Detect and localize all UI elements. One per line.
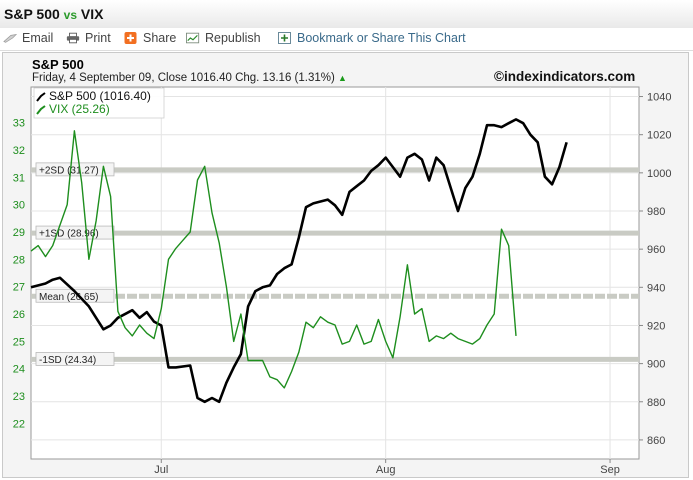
level-label-2: Mean (26.65)	[39, 292, 98, 303]
right-axis: 860 880 900 920 940 960 980 1000 1020 1040	[639, 92, 671, 447]
level-label-0: +2SD (31.27)	[39, 165, 99, 176]
level-label-1: +1SD (28.96)	[39, 229, 99, 240]
x-axis: Jul Aug Sep	[154, 459, 620, 476]
left-tick-label-7: 29	[13, 227, 25, 239]
x-tick-label-0: Jul	[154, 464, 168, 476]
print-button[interactable]: Print	[66, 31, 111, 45]
chart-title: S&P 500	[32, 57, 84, 72]
spx-line	[30, 118, 568, 404]
right-tick-label-1: 880	[647, 397, 665, 409]
brand-watermark: ©indexindicators.com	[494, 69, 636, 84]
legend: S&P 500 (1016.40)VIX (25.26)	[33, 87, 165, 119]
share-icon	[124, 32, 137, 44]
bookmark-button[interactable]: Bookmark or Share This Chart	[278, 31, 466, 45]
page-title: S&P 500 vs VIX	[4, 6, 104, 22]
left-tick-label-6: 28	[13, 254, 25, 266]
left-tick-label-2: 24	[13, 364, 25, 376]
subtitle-date: Friday, 4 September 09, Close 1016.40 Ch…	[32, 72, 335, 84]
left-tick-label-10: 32	[13, 145, 25, 157]
republish-button[interactable]: Republish	[186, 31, 261, 45]
left-tick-label-11: 33	[13, 118, 25, 130]
left-axis: 22 23 24 25 26 27 28 29 30 31 32 33	[13, 118, 25, 431]
share-button[interactable]: Share	[124, 31, 176, 45]
right-tick-label-6: 980	[647, 206, 665, 218]
legend-swatch-0	[36, 92, 46, 102]
plot-area	[30, 86, 640, 460]
left-tick-label-1: 23	[13, 391, 25, 403]
republish-label: Republish	[205, 31, 261, 45]
right-tick-label-9: 1040	[647, 92, 671, 104]
level-label-3: -1SD (24.34)	[39, 355, 96, 366]
share-label: Share	[143, 31, 177, 45]
chart-subtitle: Friday, 4 September 09, Close 1016.40 Ch…	[32, 72, 347, 84]
email-icon	[3, 33, 17, 43]
title-vs: vs	[63, 8, 78, 22]
title-spx: S&P 500	[4, 6, 60, 22]
sd-bands: +2SD (31.27) +1SD (28.96) Mean (26.65) -1SD…	[31, 162, 639, 366]
right-tick-label-3: 920	[647, 320, 665, 332]
level-tag-0	[35, 162, 115, 177]
republish-icon	[186, 32, 200, 44]
bookmark-label: Bookmark or Share This Chart	[297, 31, 466, 45]
level-tag-2	[35, 288, 115, 303]
right-tick-label-0: 860	[647, 435, 665, 447]
legend-label-0: S&P 500 (1016.40)	[49, 89, 151, 103]
print-label: Print	[85, 31, 111, 45]
left-tick-label-5: 27	[13, 282, 25, 294]
legend-swatch-1	[36, 105, 46, 115]
print-icon	[66, 32, 80, 44]
right-tick-label-4: 940	[647, 282, 665, 294]
x-tick-label-2: Sep	[600, 464, 620, 476]
email-label: Email	[22, 31, 54, 45]
up-arrow-icon: ▲	[338, 73, 347, 83]
left-tick-label-3: 25	[13, 336, 25, 348]
left-tick-label-9: 31	[13, 172, 25, 184]
bookmark-icon	[278, 32, 291, 44]
left-tick-label-8: 30	[13, 200, 25, 212]
toolbar: Email Print Share Republish Bookmark or …	[0, 28, 693, 51]
right-tick-label-8: 1020	[647, 130, 671, 142]
right-tick-label-7: 1000	[647, 168, 671, 180]
vix-line	[30, 130, 517, 389]
x-tick-label-1: Aug	[376, 464, 396, 476]
right-tick-label-2: 900	[647, 359, 665, 371]
series-lines	[30, 118, 568, 404]
title-vix: VIX	[80, 6, 104, 22]
level-tag-3	[35, 352, 115, 366]
right-tick-label-5: 960	[647, 244, 665, 256]
left-tick-label-4: 26	[13, 309, 25, 321]
legend-label-1: VIX (25.26)	[49, 102, 110, 116]
grid	[31, 87, 639, 459]
legend-box	[33, 87, 165, 119]
email-button[interactable]: Email	[3, 31, 53, 45]
left-tick-label-0: 22	[13, 418, 25, 430]
